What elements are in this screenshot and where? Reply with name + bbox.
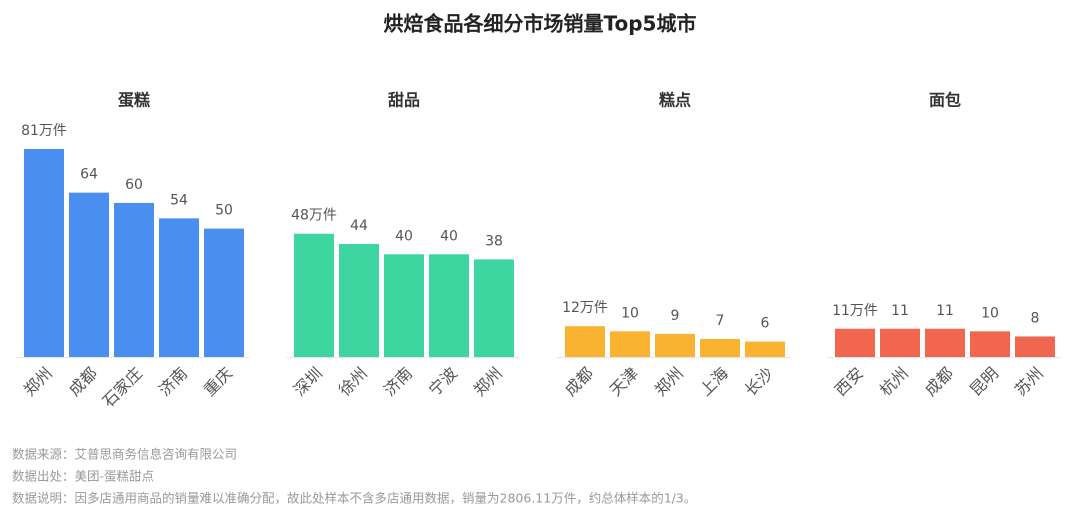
bar [474,259,514,357]
note: 数据说明：因多店通用商品的销量难以准确分配，故此处样本不含多店通用数据，销量为2… [12,491,696,506]
bar [384,254,424,357]
value-label: 7 [716,313,725,329]
bar [204,228,244,357]
x-tick-label: 徐州 [335,364,371,400]
bar [700,339,740,357]
value-label: 64 [80,167,98,183]
x-tick-label: 西安 [831,364,867,400]
value-label: 6 [761,316,770,332]
value-label: 54 [170,192,188,208]
value-label: 60 [125,177,143,193]
value-label: 48万件 [291,208,337,224]
value-label: 8 [1031,310,1040,326]
bar [565,326,605,357]
bar [159,218,199,357]
bar [24,149,64,357]
note: 数据出处：美团-蛋糕甜点 [12,469,154,484]
bar [114,202,154,357]
x-tick-label: 宁波 [425,364,461,400]
x-tick-label: 郑州 [651,364,687,400]
group-title: 蛋糕 [118,91,150,110]
bar [970,331,1010,357]
bar [69,192,109,357]
bar [880,328,920,357]
value-label: 11万件 [832,303,878,319]
bar [925,328,965,357]
value-label: 9 [671,308,680,324]
value-label: 10 [621,305,639,321]
x-tick-label: 郑州 [470,364,506,400]
value-label: 81万件 [21,123,67,139]
value-label: 38 [485,233,503,249]
x-tick-label: 上海 [696,364,732,400]
x-tick-label: 长沙 [741,364,777,400]
x-tick-label: 济南 [155,364,191,400]
x-tick-label: 杭州 [876,364,912,400]
bar [655,333,695,357]
x-tick-label: 济南 [380,364,416,400]
value-label: 40 [440,228,458,244]
bar [835,328,875,357]
value-label: 12万件 [562,300,608,316]
x-tick-label: 成都 [65,364,101,400]
value-label: 10 [981,305,999,321]
x-tick-label: 重庆 [200,364,236,400]
chart-title: 烘焙食品各细分市场销量Top5城市 [384,12,697,36]
bar [745,341,785,357]
x-tick-label: 苏州 [1011,364,1047,400]
x-tick-label: 石家庄 [99,364,146,411]
value-label: 11 [891,303,909,319]
bar [294,233,334,357]
x-tick-label: 成都 [561,364,597,400]
value-label: 40 [395,228,413,244]
value-label: 11 [936,303,954,319]
value-label: 50 [215,203,233,219]
x-tick-label: 昆明 [966,364,1002,400]
value-label: 44 [350,218,368,234]
group-title: 面包 [929,91,961,110]
x-tick-label: 成都 [921,364,957,400]
bar [610,331,650,357]
bar [339,244,379,357]
x-tick-label: 郑州 [20,364,56,400]
bar [429,254,469,357]
bar [1015,336,1055,357]
group-title: 糕点 [659,91,691,110]
group-title: 甜品 [388,91,420,110]
x-tick-label: 天津 [606,364,642,400]
note: 数据来源：艾普思商务信息咨询有限公司 [12,447,237,462]
x-tick-label: 深圳 [290,364,326,400]
